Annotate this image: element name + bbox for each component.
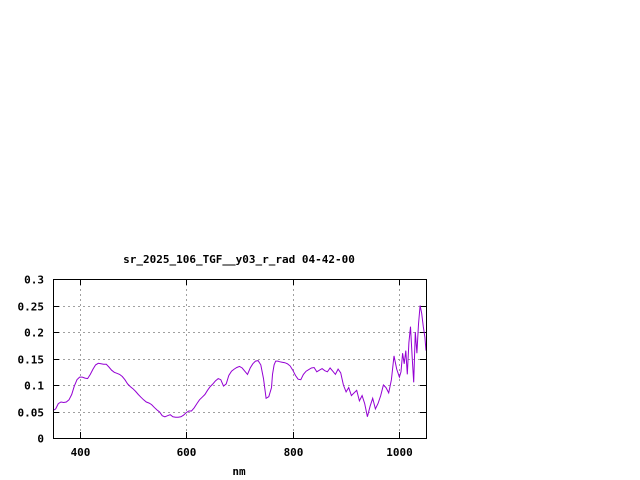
x-tick-label: 800 — [284, 446, 304, 459]
y-tick-label: 0.15 — [18, 354, 45, 367]
y-tick-label: 0.2 — [24, 327, 44, 340]
plot-frame — [53, 279, 427, 439]
x-tick-label: 400 — [71, 446, 91, 459]
x-tick-label: 600 — [177, 446, 197, 459]
chart-title: sr_2025_106_TGF__y03_r_rad 04-42-00 — [123, 253, 355, 266]
y-tick-label: 0.1 — [24, 380, 44, 393]
y-tick-label: 0.05 — [18, 407, 45, 420]
y-tick-label: 0.25 — [18, 301, 45, 314]
tick-marks — [53, 279, 426, 439]
y-tick-label: 0 — [37, 433, 44, 446]
y-tick-label: 0.3 — [24, 274, 44, 287]
x-axis-label: nm — [232, 465, 246, 478]
x-tick-label: 1000 — [386, 446, 413, 459]
series-line — [52, 305, 427, 418]
y-tick-labels: 0 0.05 0.1 0.15 0.2 0.25 0.3 — [18, 274, 45, 446]
x-tick-labels: 400 600 800 1000 — [71, 446, 413, 459]
grid-lines — [53, 279, 426, 438]
